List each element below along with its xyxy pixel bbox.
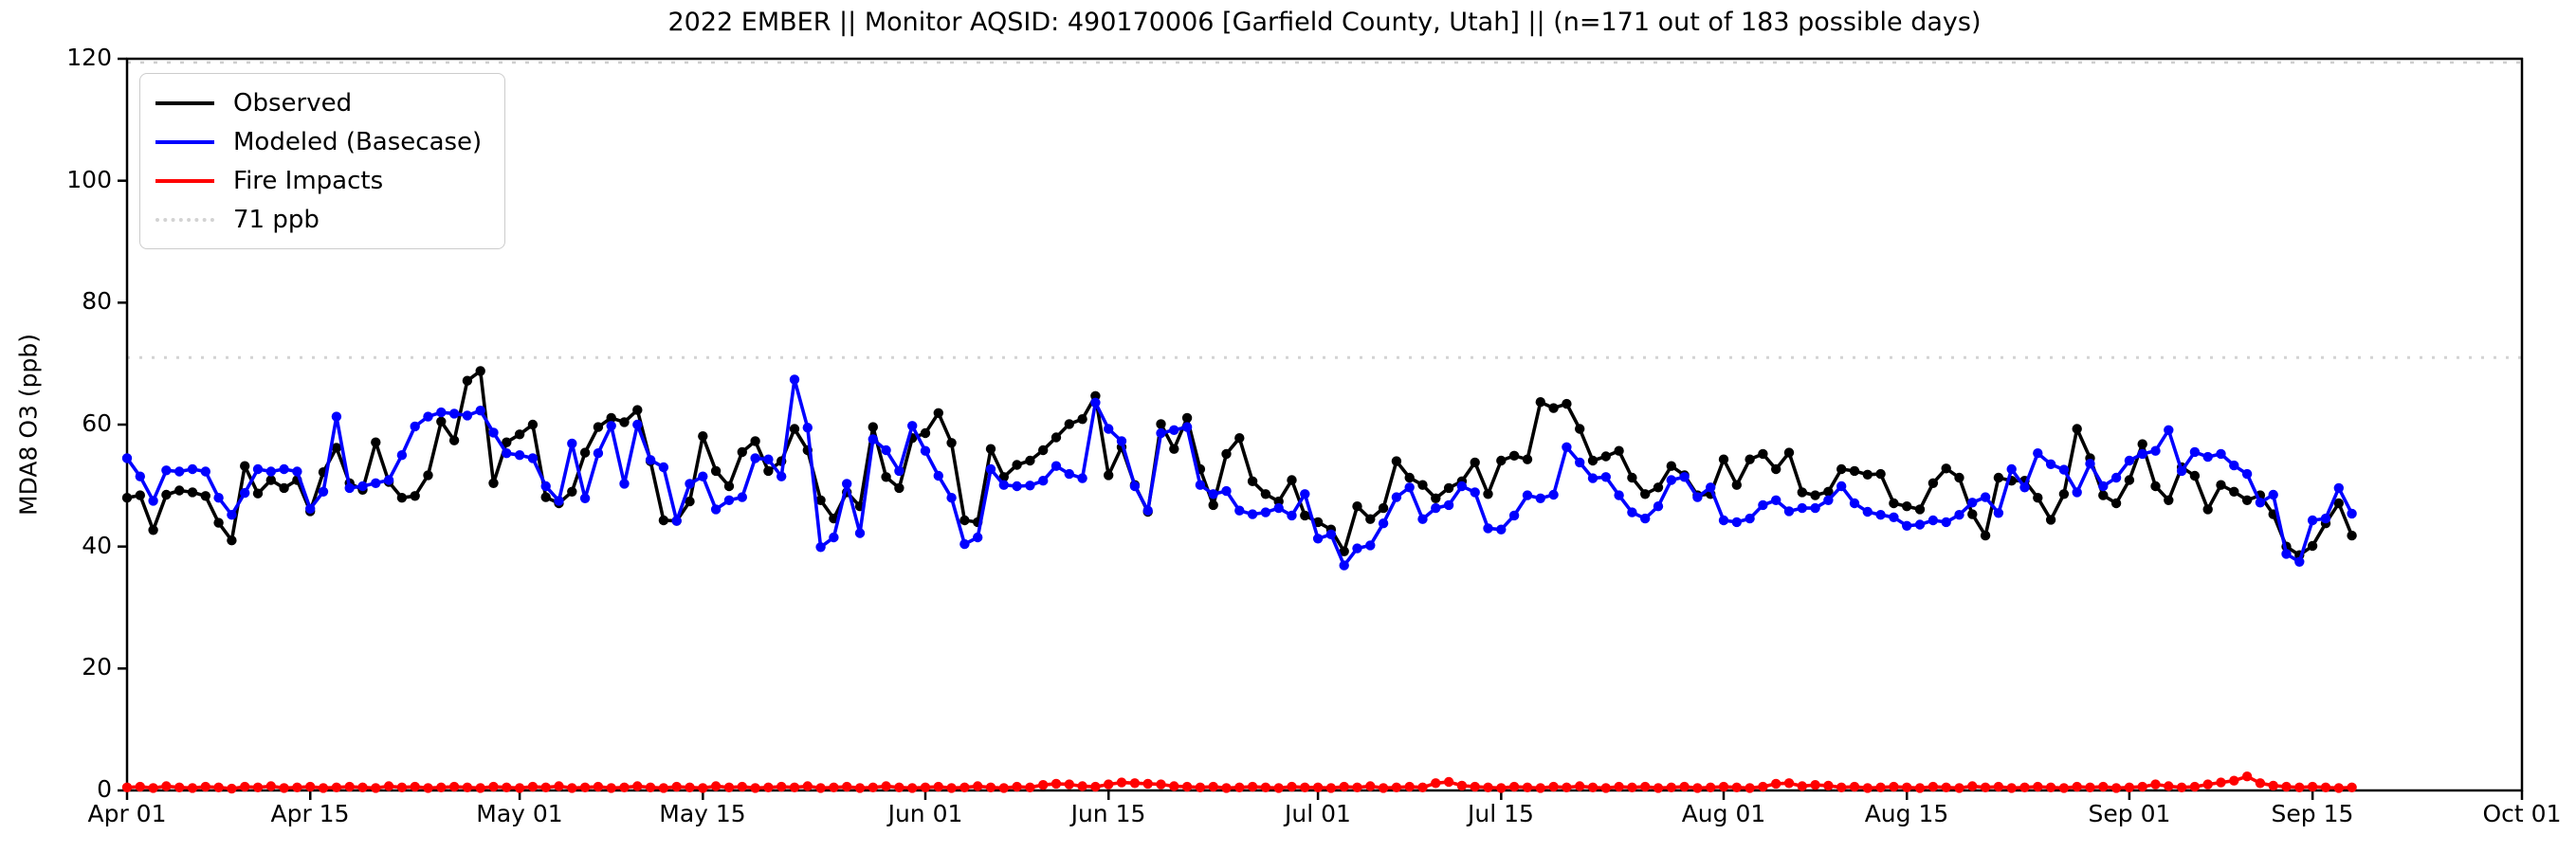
- y-tick-label: 60: [82, 409, 112, 437]
- x-tick-label: May 15: [659, 800, 746, 827]
- y-tick-label: 120: [66, 44, 112, 71]
- x-tick-label: Oct 01: [2482, 800, 2562, 827]
- legend-item: Observed: [155, 83, 482, 122]
- legend-label: Fire Impacts: [233, 166, 384, 195]
- chart-title: 2022 EMBER || Monitor AQSID: 490170006 […: [667, 8, 1982, 37]
- x-tick-label: Jul 15: [1468, 800, 1534, 827]
- series-modeled-basecase-markers: [121, 374, 2357, 571]
- legend-line-sample: [155, 217, 214, 222]
- x-tick-label: Apr 15: [270, 800, 350, 827]
- legend-item: Fire Impacts: [155, 161, 482, 200]
- x-tick-label: Aug 15: [1864, 800, 1949, 827]
- x-tick-label: Sep 15: [2271, 800, 2354, 827]
- legend-label: Modeled (Basecase): [233, 127, 483, 156]
- legend-item: Modeled (Basecase): [155, 122, 482, 161]
- legend-label: Observed: [233, 88, 353, 118]
- legend-line-sample: [155, 100, 214, 105]
- legend-item: 71 ppb: [155, 200, 482, 239]
- y-tick-label: 40: [82, 532, 112, 559]
- y-tick-label: 20: [82, 653, 112, 681]
- y-tick-label: 80: [82, 287, 112, 315]
- legend-label: 71 ppb: [233, 205, 320, 234]
- legend-line-sample: [155, 139, 214, 144]
- y-tick-label: 100: [66, 166, 112, 193]
- y-tick-label: 0: [97, 775, 112, 803]
- x-tick-label: Aug 01: [1681, 800, 1766, 827]
- series-observed-line: [126, 369, 2354, 557]
- series-observed-markers: [121, 366, 2357, 560]
- x-tick-label: Jun 01: [887, 800, 963, 827]
- x-tick-label: Apr 01: [87, 800, 167, 827]
- x-tick-label: Jun 15: [1070, 800, 1146, 827]
- legend-line-sample: [155, 178, 214, 183]
- legend: Observed Modeled (Basecase) Fire Impacts…: [139, 73, 506, 249]
- x-tick-label: Sep 01: [2088, 800, 2171, 827]
- x-tick-label: May 01: [476, 800, 563, 827]
- x-tick-label: Jul 01: [1285, 800, 1351, 827]
- series-fire-impacts-markers: [121, 771, 2357, 794]
